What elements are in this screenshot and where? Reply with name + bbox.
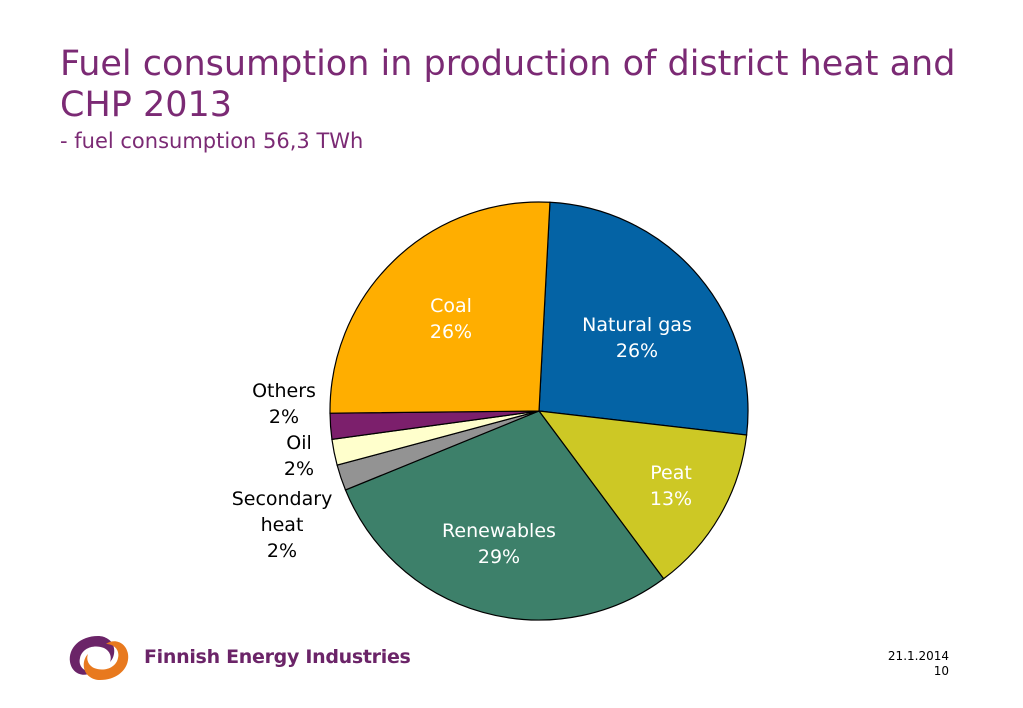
page-number: 10: [933, 664, 949, 678]
pie-slice-natural-gas: [538, 201, 749, 436]
pie-label-coal: Coal 26%: [430, 295, 472, 343]
slide-title: Fuel consumption in production of distri…: [60, 44, 956, 125]
pie-label-secondary-heat: Secondary heat 2%: [232, 488, 333, 562]
pie-slice-renewables: [344, 410, 665, 621]
pie-label-oil: Oil 2%: [284, 432, 314, 480]
brand-logo: Finnish Energy Industries: [66, 630, 411, 685]
pie-slice-coal: [329, 201, 551, 414]
logo-mark-icon: [69, 636, 129, 680]
slide-date: 21.1.2014: [887, 649, 949, 663]
pie-slice-peat: [537, 410, 748, 580]
brand-name: Finnish Energy Industries: [144, 646, 411, 668]
pie-label-others: Others 2%: [252, 380, 316, 428]
pie-label-natural-gas: Natural gas 26%: [582, 314, 692, 362]
pie-label-peat: Peat 13%: [650, 462, 692, 510]
slide-subtitle: - fuel consumption 56,3 TWh: [60, 129, 364, 153]
pie-label-renewables: Renewables 29%: [442, 520, 556, 568]
